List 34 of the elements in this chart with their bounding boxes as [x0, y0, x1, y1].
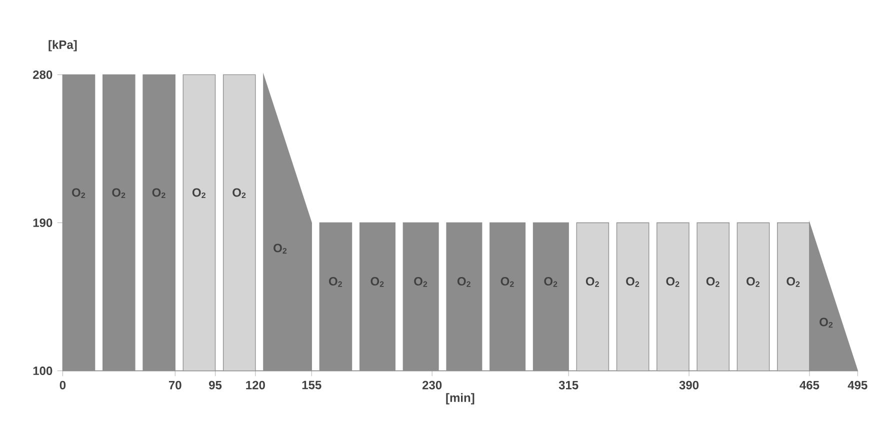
series-label: O$_{2}$	[112, 188, 126, 198]
series-label: O$_{2}$	[626, 276, 640, 287]
x-axis-title: [min]	[446, 393, 474, 404]
series-label: O$_{2}$	[706, 276, 720, 287]
series-label: O$_{2}$	[370, 276, 384, 287]
x-tick-label: 155	[302, 380, 322, 390]
x-tick-label: 95	[209, 380, 222, 390]
x-tick-label: 0	[60, 380, 66, 390]
x-tick-label: 390	[679, 380, 699, 390]
series-label: O$_{2}$	[500, 276, 514, 287]
series-label: O$_{2}$	[152, 188, 166, 198]
series-label: O$_{2}$	[274, 244, 287, 254]
y-tick-label: 190	[33, 218, 52, 227]
series-label: O$_{2}$	[786, 276, 800, 287]
x-tick-label: 465	[800, 380, 820, 390]
series-label: O$_{2}$	[232, 188, 246, 198]
x-tick-label: 495	[848, 380, 868, 390]
series-label: O$_{2}$	[544, 276, 558, 287]
x-tick-label: 120	[246, 380, 265, 390]
series-label: O$_{2}$	[457, 276, 470, 287]
series-label: O$_{2}$	[666, 276, 680, 287]
x-tick-label: 315	[558, 380, 578, 390]
series-label: O$_{2}$	[746, 276, 760, 287]
series-label: O$_{2}$	[72, 188, 86, 198]
series-label: O$_{2}$	[820, 318, 833, 328]
y-tick-label: 280	[33, 70, 52, 79]
series-label: O$_{2}$	[328, 276, 342, 287]
series-label: O$_{2}$	[414, 276, 428, 287]
y-tick-label: 100	[33, 366, 52, 375]
y-axis-title: [kPa]	[48, 40, 77, 52]
x-tick-label: 230	[422, 380, 442, 390]
series-label: O$_{2}$	[586, 276, 599, 287]
series-label: O$_{2}$	[192, 188, 206, 198]
x-tick-label: 70	[168, 380, 182, 390]
